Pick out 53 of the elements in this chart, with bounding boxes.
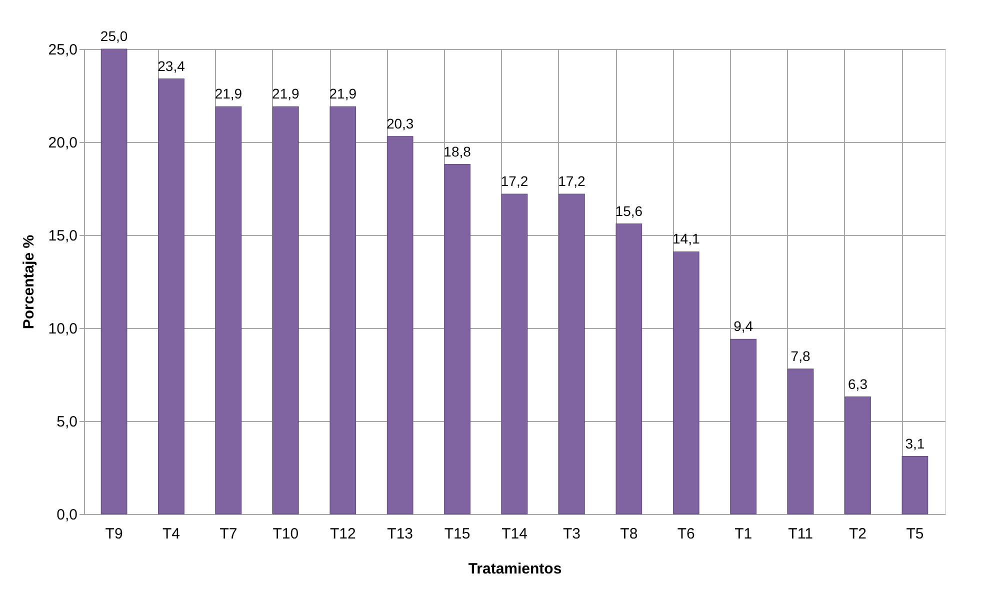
data-label: 21,9 xyxy=(329,86,357,102)
y-tick-label: 20,0 xyxy=(48,134,78,152)
bar xyxy=(787,368,814,514)
y-tick-label: 5,0 xyxy=(56,414,78,430)
x-tick-label: T9 xyxy=(105,526,123,542)
x-tick-label: T2 xyxy=(849,526,867,542)
data-label: 9,4 xyxy=(734,318,754,334)
data-label: 21,9 xyxy=(272,86,300,102)
data-label: 14,1 xyxy=(672,230,700,247)
x-tick-label: T14 xyxy=(502,526,528,542)
x-tick-label: T10 xyxy=(272,526,299,542)
data-label: 23,4 xyxy=(158,58,186,74)
x-tick-label: T6 xyxy=(677,526,695,542)
x-tick-label: T12 xyxy=(330,526,356,542)
x-tick-label: T5 xyxy=(906,526,924,542)
bar xyxy=(672,251,700,514)
x-tick-label: T1 xyxy=(734,526,752,542)
data-label: 17,2 xyxy=(558,173,586,190)
bar xyxy=(386,136,414,514)
x-tick-label: T4 xyxy=(162,526,180,542)
data-label: 21,9 xyxy=(214,86,242,102)
x-tick-label: T15 xyxy=(444,526,470,542)
data-label: 3,1 xyxy=(905,435,925,452)
bar xyxy=(158,78,184,514)
bar xyxy=(100,48,128,514)
data-label: 15,6 xyxy=(615,202,643,219)
bar xyxy=(844,396,871,514)
x-tick-label: T13 xyxy=(387,526,414,542)
data-label: 17,2 xyxy=(500,173,528,190)
x-tick-label: T7 xyxy=(220,526,238,542)
y-tick-label: 0,0 xyxy=(56,506,78,524)
bar xyxy=(215,106,242,514)
data-label: 7,8 xyxy=(790,348,810,364)
data-label: 18,8 xyxy=(444,143,472,160)
bar xyxy=(501,194,528,514)
data-label: 20,3 xyxy=(386,115,414,132)
bar xyxy=(444,164,470,514)
data-label: 25,0 xyxy=(100,28,128,44)
bar xyxy=(616,224,642,514)
bar xyxy=(558,194,585,514)
y-tick-label: 25,0 xyxy=(48,42,78,58)
x-axis-title: Tratamientos xyxy=(468,560,562,578)
bar xyxy=(730,338,757,514)
y-axis-title: Porcentaje % xyxy=(20,234,38,330)
x-tick-label: T3 xyxy=(562,526,580,542)
bar xyxy=(902,456,928,514)
y-tick-label: 10,0 xyxy=(48,320,78,338)
x-tick-label: T11 xyxy=(788,526,813,542)
bar xyxy=(272,106,299,514)
x-tick-label: T8 xyxy=(620,526,638,542)
data-label: 6,3 xyxy=(848,376,868,392)
y-tick-label: 15,0 xyxy=(48,228,78,244)
bar xyxy=(330,106,356,514)
